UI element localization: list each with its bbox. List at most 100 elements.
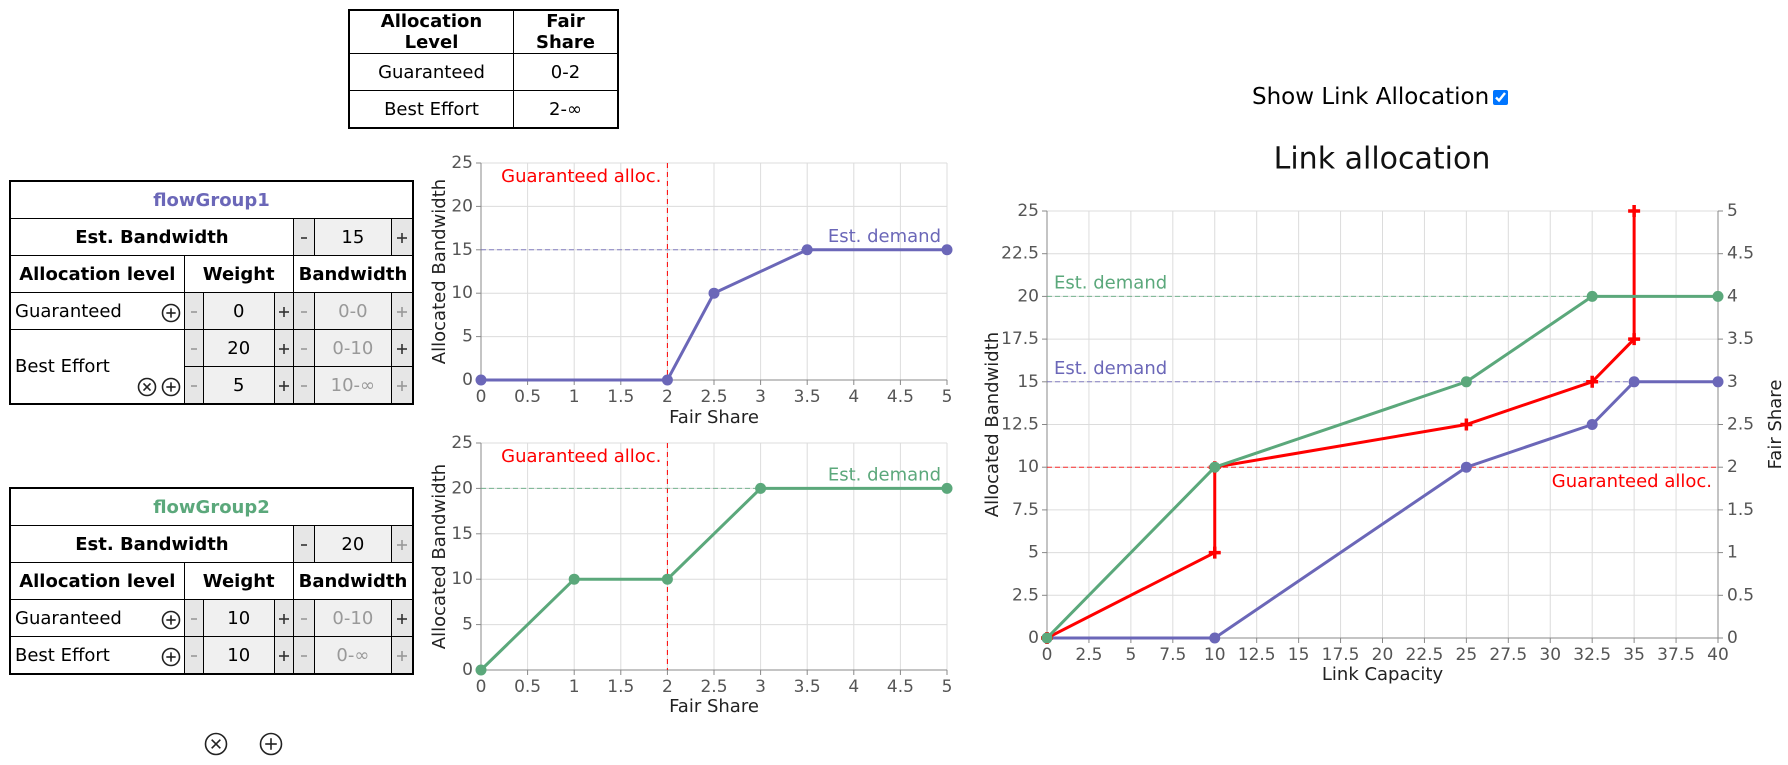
y-tick-label: 20 [451,478,473,498]
weight-value: 10 [202,636,275,675]
minus-button[interactable] [186,611,202,627]
row-controls [161,647,181,667]
plus-icon[interactable] [396,343,407,354]
x-tick-label: 1 [569,387,580,407]
y-tick-label: 25 [1017,201,1039,221]
circle-plus-button[interactable] [161,610,181,630]
x-axis-label: Link Capacity [1322,664,1444,685]
plus-icon[interactable] [278,343,289,354]
minus-button[interactable] [296,611,312,627]
plus-icon[interactable] [396,306,407,317]
plus-icon[interactable] [396,650,407,661]
header-cell: Allocation level [9,562,185,600]
x-tick-label: 3 [755,387,766,407]
x-tick-label: 35 [1623,645,1645,665]
y2-tick-label: 2.5 [1727,415,1754,435]
circle-times-icon[interactable] [137,377,156,397]
minus-cell [292,292,316,330]
plus-cell [390,218,414,256]
plus-button[interactable] [394,611,410,627]
circle-plus-button[interactable] [161,647,181,667]
minus-button[interactable] [296,341,312,357]
minus-button[interactable] [186,378,202,394]
plus-button[interactable] [276,341,292,357]
plus-button[interactable] [276,648,292,664]
row-controls [161,303,181,323]
plus-icon[interactable] [278,650,289,661]
plus-button[interactable] [394,304,410,320]
x-tick-label: 3.5 [794,677,821,697]
minus-button[interactable] [296,230,312,246]
est-bandwidth-label: Est. Bandwidth [9,218,294,256]
circle-plus-button[interactable] [161,303,181,323]
minus-button[interactable] [186,304,202,320]
plus-button[interactable] [276,611,292,627]
plus-cell [273,329,294,367]
point [1209,461,1221,473]
y-tick-label: 0 [462,660,473,680]
circle-times-button[interactable] [137,377,157,397]
plus-icon[interactable] [396,613,407,624]
circle-plus-icon[interactable] [161,377,180,397]
plus-icon[interactable] [396,232,407,243]
toggle-checkbox[interactable] [1493,89,1509,105]
minus-button[interactable] [186,648,202,664]
x-tick-label: 1.5 [607,677,634,697]
circle-times-icon[interactable] [204,732,228,756]
reference-label: Est. demand [1054,358,1167,379]
minus-button[interactable] [296,378,312,394]
minus-cell [292,366,316,405]
point [1586,290,1598,302]
allocation-row: Best Effort 20 0-10 [9,329,414,405]
plus-icon[interactable] [396,539,407,550]
allocation-level: Guaranteed [15,300,122,322]
y-tick-label: 20 [1017,286,1039,306]
x-tick-label: 12.5 [1238,645,1276,665]
y-tick-label: 5 [1028,543,1039,563]
icon-ring [161,377,180,397]
plus-button[interactable] [394,341,410,357]
circle-plus-icon[interactable] [161,610,180,630]
plus-button[interactable] [276,378,292,394]
allocation-row: Guaranteed 0 0-0 [9,292,414,330]
icon-ring [204,732,228,756]
minus-button[interactable] [186,341,202,357]
plus-button[interactable] [394,378,410,394]
x-tick-label: 4.5 [887,387,914,407]
x-tick-label: 22.5 [1406,645,1444,665]
x-tick-label: 5 [942,677,953,697]
plus-button[interactable] [394,648,410,664]
y-tick-label: 25 [451,153,473,173]
plus-button[interactable] [394,230,410,246]
point [1208,546,1221,559]
table-cell: 0-2 [513,53,619,91]
x-tick-label: 5 [942,387,953,407]
x-tick-label: 0.5 [514,387,541,407]
minus-button[interactable] [296,304,312,320]
circle-plus-button[interactable] [161,377,181,397]
plus-cell [273,636,294,675]
table-row: Best Effort 2-∞ [348,90,619,129]
circle-plus-icon[interactable] [161,647,180,667]
header-row: Allocation level Weight Bandwidth [9,562,414,600]
minus-button[interactable] [296,537,312,553]
circle-plus-icon[interactable] [259,732,283,756]
group-controls [204,732,283,756]
circle-plus-icon[interactable] [161,303,180,323]
chart-title: Link allocation [1274,142,1491,177]
minus-cell [292,218,316,256]
plus-icon[interactable] [278,613,289,624]
header-row: Allocation level Weight Bandwidth [9,255,414,293]
plus-icon[interactable] [278,306,289,317]
plus-button[interactable] [394,537,410,553]
plus-icon[interactable] [278,380,289,391]
header-cell: Allocation level [9,255,185,293]
plus-button[interactable] [276,304,292,320]
x-axis-label: Fair Share [669,407,759,428]
header-cell: Weight [183,562,294,600]
allocation-row: 5 10-∞ [10,366,414,405]
minus-button[interactable] [296,648,312,664]
plus-icon[interactable] [396,380,407,391]
row-controls [161,610,181,630]
